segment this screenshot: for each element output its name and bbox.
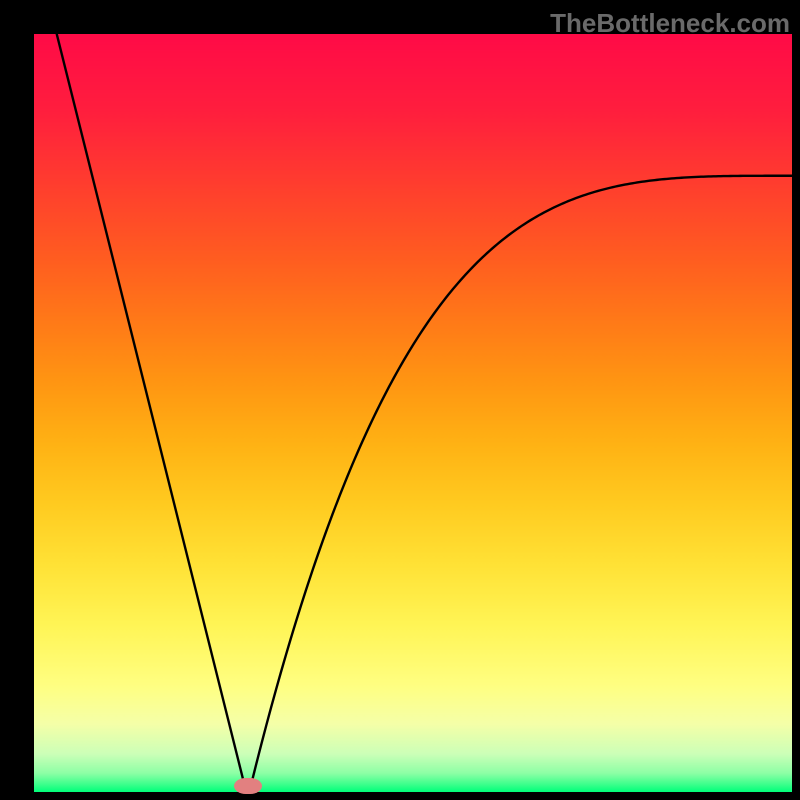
curve-layer (0, 0, 800, 800)
curve-right-branch (252, 176, 792, 783)
optimum-marker (234, 778, 262, 794)
chart-container: TheBottleneck.com (0, 0, 800, 800)
watermark-text: TheBottleneck.com (550, 8, 790, 39)
curve-left-branch (57, 34, 244, 783)
